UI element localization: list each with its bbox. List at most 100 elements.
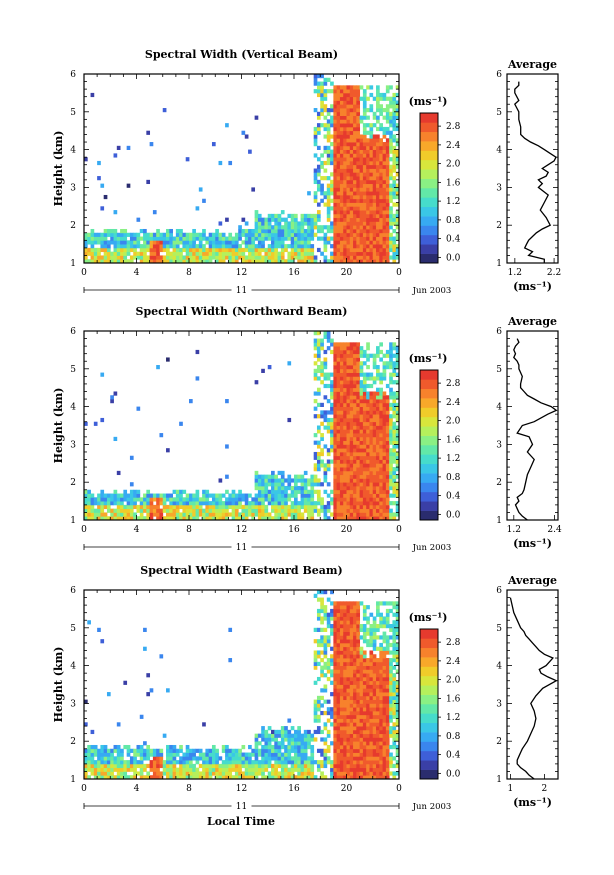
heatmap-cell [303, 478, 308, 483]
heatmap-cell [100, 512, 105, 517]
heatmap-cell [103, 512, 108, 517]
heatmap-cell [379, 391, 383, 396]
heatmap-cell [238, 236, 242, 241]
heatmap-cell [139, 714, 144, 719]
heatmap-cell [100, 417, 105, 423]
heatmap-cell [353, 710, 357, 716]
heatmap-cell [185, 775, 190, 780]
heatmap-cell [208, 512, 213, 517]
heatmap-cell [379, 467, 383, 472]
heatmap-cell [208, 516, 213, 521]
heatmap-cell [359, 251, 364, 256]
heatmap-cell [257, 501, 262, 506]
heatmap-cell [366, 153, 370, 158]
heatmap-cell [353, 123, 357, 128]
heatmap-cell [339, 417, 344, 423]
heatmap-cell [372, 478, 377, 483]
heatmap-cell [303, 497, 308, 502]
heatmap-cell [320, 642, 324, 648]
heatmap-cell [349, 485, 354, 491]
heatmap-cell [379, 111, 383, 116]
heatmap-cell [156, 493, 160, 498]
heatmap-cell [366, 627, 370, 632]
heatmap-cell [339, 247, 344, 253]
heatmap-cell [287, 748, 292, 753]
heatmap-cell [156, 775, 160, 780]
heatmap-cell [343, 425, 347, 430]
heatmap-cell [339, 737, 344, 742]
heatmap-cell [320, 451, 324, 457]
heatmap-cell [205, 752, 210, 757]
heatmap-cell [198, 232, 203, 237]
heatmap-cell [385, 497, 390, 502]
heatmap-cell [106, 775, 111, 780]
heatmap-cell [87, 240, 91, 245]
heatmap-cell [320, 760, 324, 765]
heatmap-cell [323, 512, 328, 517]
heatmap-cell [346, 673, 351, 678]
heatmap-cell [349, 187, 354, 192]
heatmap-cell [379, 504, 383, 510]
heatmap-cell [366, 210, 370, 215]
heatmap-cell [320, 365, 324, 370]
heatmap-cell [339, 692, 344, 697]
heatmap-cell [376, 470, 380, 476]
heatmap-cell [323, 654, 328, 659]
heatmap-cell [336, 455, 341, 460]
heatmap-cell [166, 357, 170, 362]
heatmap-cell [336, 236, 341, 241]
heatmap-cell [267, 497, 272, 502]
heatmap-cell [106, 748, 111, 753]
heatmap-cell [356, 710, 361, 716]
heatmap-cell [343, 467, 347, 472]
heatmap-cell [376, 134, 380, 139]
heatmap-cell [339, 142, 344, 147]
heatmap-cell [189, 251, 193, 256]
heatmap-cell [362, 482, 367, 487]
heatmap-cell [297, 737, 301, 742]
heatmap-cell [336, 516, 341, 521]
heatmap-cell [133, 756, 137, 761]
heatmap-cell [146, 236, 151, 241]
heatmap-cell [366, 130, 370, 135]
heatmap-cell [349, 714, 354, 719]
heatmap-cell [336, 126, 341, 132]
heatmap-cell [316, 168, 321, 173]
heatmap-cell [356, 210, 361, 215]
heatmap-cell [346, 771, 351, 776]
heatmap-cell [179, 489, 183, 494]
heatmap-cell [362, 440, 367, 445]
heatmap-cell [336, 213, 341, 219]
heatmap-cell [376, 365, 380, 370]
heatmap-cell [343, 760, 347, 765]
heatmap-cell [192, 771, 196, 776]
heatmap-cell [353, 160, 357, 166]
heatmap-cell [326, 89, 331, 94]
heatmap-cell [385, 183, 390, 188]
heatmap-cell [106, 763, 111, 769]
heatmap-cell [366, 504, 370, 510]
heatmap-cell [271, 508, 275, 513]
heatmap-cell [346, 213, 351, 219]
heatmap-cell [310, 259, 315, 264]
heatmap-cell [143, 497, 147, 502]
heatmap-cell [346, 410, 351, 415]
heatmap-cell [333, 501, 338, 506]
heatmap-cell [349, 501, 354, 506]
heatmap-cell [169, 752, 173, 757]
heatmap-cell [303, 228, 308, 234]
heatmap-cell [274, 217, 278, 222]
heatmap-cell [349, 680, 354, 685]
heatmap-cell [136, 217, 141, 222]
heatmap-cell [290, 504, 295, 510]
heatmap-cell [349, 251, 354, 256]
heatmap-cell [372, 213, 377, 219]
heatmap-cell [336, 164, 341, 169]
heatmap-cell [90, 240, 95, 245]
heatmap-cell [339, 365, 344, 370]
heatmap-cell [343, 718, 347, 723]
heatmap-cell [333, 680, 338, 685]
heatmap-cell [139, 767, 144, 772]
heatmap-cell [126, 232, 131, 237]
heatmap-cell [359, 695, 364, 701]
